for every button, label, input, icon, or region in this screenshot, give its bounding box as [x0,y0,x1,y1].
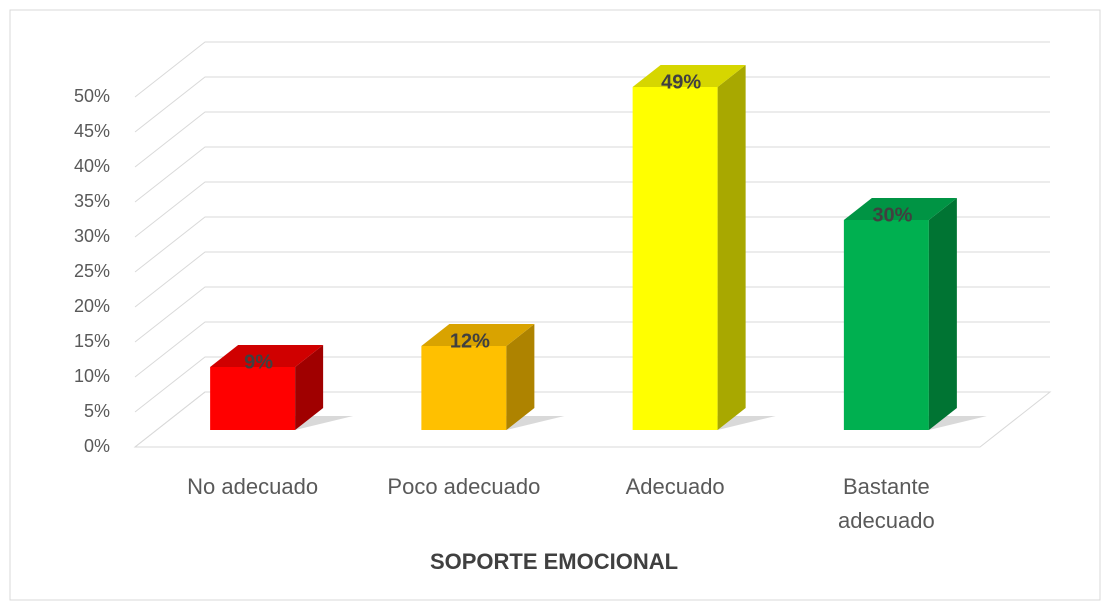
grid-line [134,321,1050,378]
y-tick-label: 50% [74,86,110,106]
y-tick-label: 35% [74,191,110,211]
grid-line [134,111,1050,168]
data-label: 12% [450,330,490,352]
bar-side [506,324,535,430]
y-tick-label: 45% [74,121,110,141]
grid-line [134,391,1050,448]
y-tick-label: 25% [74,261,110,281]
bar-top [843,198,957,220]
x-tick-label: Bastante adecuado [838,474,935,533]
grid-line [134,251,1050,308]
bar [421,346,507,430]
y-tick-label: 40% [74,156,110,176]
y-tick-label: 20% [74,296,110,316]
grid-line [134,146,1050,203]
y-tick-label: 5% [84,401,110,421]
x-tick-label: No adecuado [187,474,319,499]
bar-side [295,345,324,430]
bar-top [421,324,535,346]
grid-line [134,356,1050,413]
bar-top [632,65,746,87]
grid-line [134,216,1050,273]
bar-side [928,198,957,430]
bar [843,220,929,430]
data-label: 9% [244,351,273,373]
grid-line [134,181,1050,238]
x-axis-title: SOPORTE EMOCIONAL [430,549,678,574]
bar [632,87,718,430]
grid-line [134,286,1050,343]
bar [210,367,296,430]
y-tick-label: 10% [74,366,110,386]
grid-line [134,41,1050,98]
x-tick-label: Poco adecuado [387,474,541,499]
bar-side [717,65,746,430]
y-tick-label: 15% [74,331,110,351]
data-label: 49% [661,71,701,93]
grid-line [134,76,1050,133]
y-tick-label: 30% [74,226,110,246]
x-tick-label: Adecuado [625,474,725,499]
y-tick-label: 0% [84,436,110,456]
data-label: 30% [872,204,912,226]
bar-top [210,345,324,367]
